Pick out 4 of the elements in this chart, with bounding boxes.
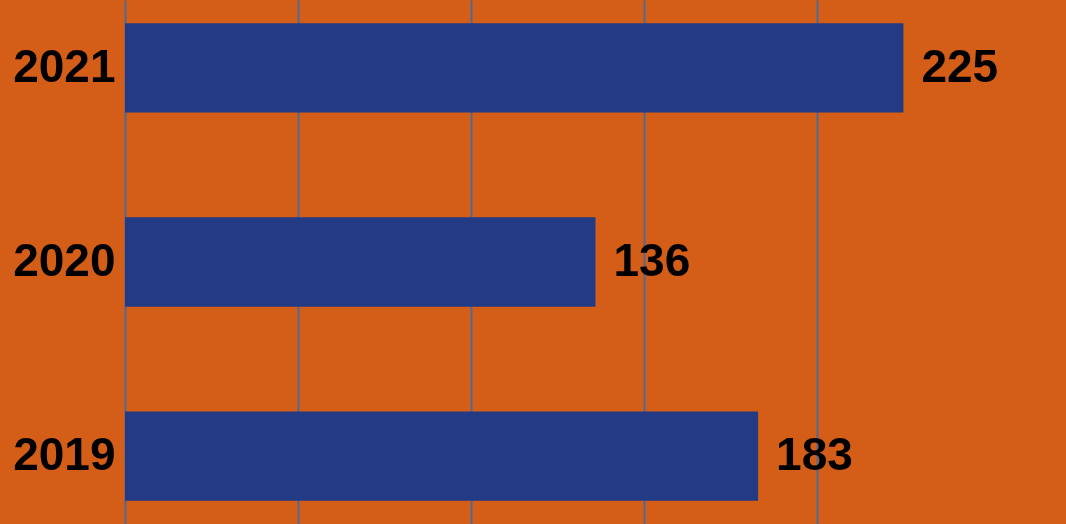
y-tick-label: 2021 (13, 39, 116, 92)
y-tick-label: 2020 (13, 234, 116, 286)
data-label: 225 (921, 39, 999, 92)
y-tick-label: 2019 (13, 428, 116, 481)
